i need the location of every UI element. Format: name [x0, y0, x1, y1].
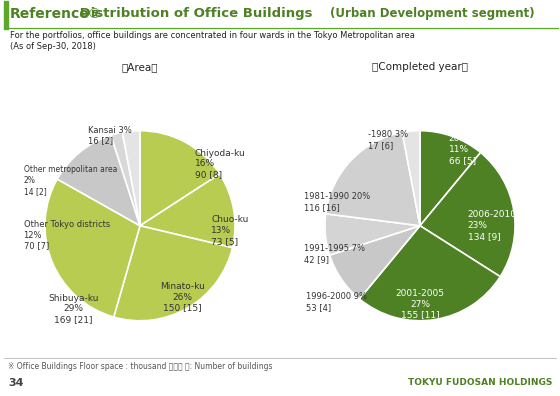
- Text: Reference⑤: Reference⑤: [10, 7, 101, 21]
- Wedge shape: [402, 131, 420, 226]
- Wedge shape: [114, 226, 232, 321]
- Wedge shape: [123, 131, 140, 226]
- Text: Other Tokyo districts
12%
70 [7]: Other Tokyo districts 12% 70 [7]: [24, 220, 110, 251]
- Wedge shape: [45, 179, 140, 317]
- Text: TOKYU FUDOSAN HOLDINGS: TOKYU FUDOSAN HOLDINGS: [408, 378, 552, 387]
- Text: Other metropolitan area
2%
14 [2]: Other metropolitan area 2% 14 [2]: [24, 165, 117, 196]
- Text: 〈Area〉: 〈Area〉: [122, 62, 158, 72]
- Text: 482thousand ㎡（83%）  49buildings: 482thousand ㎡（83%） 49buildings: [46, 96, 234, 106]
- Text: (As of Sep-30, 2018): (As of Sep-30, 2018): [10, 42, 96, 51]
- Bar: [4, 1, 7, 29]
- Wedge shape: [360, 226, 500, 321]
- Text: Metropolitan 4districts: Metropolitan 4districts: [77, 84, 203, 94]
- Wedge shape: [111, 132, 140, 226]
- Wedge shape: [140, 174, 235, 248]
- Text: Shibuya-ku
29%
169 [21]: Shibuya-ku 29% 169 [21]: [48, 293, 99, 324]
- Wedge shape: [325, 214, 420, 255]
- Wedge shape: [326, 132, 420, 226]
- Text: For the portfolios, office buildings are concentrated in four wards in the Tokyo: For the portfolios, office buildings are…: [10, 31, 415, 40]
- Text: 1991-1995 7%
42 [9]: 1991-1995 7% 42 [9]: [304, 244, 365, 264]
- Text: 1981-1990 20%
116 [16]: 1981-1990 20% 116 [16]: [304, 192, 370, 212]
- Text: Minato-ku
26%
150 [15]: Minato-ku 26% 150 [15]: [160, 282, 205, 312]
- Text: -1980 3%
17 [6]: -1980 3% 17 [6]: [368, 130, 408, 150]
- Text: 2001-2005
27%
155 [11]: 2001-2005 27% 155 [11]: [395, 289, 445, 320]
- Text: After 2001: After 2001: [391, 84, 449, 94]
- Wedge shape: [420, 131, 480, 226]
- Text: (Urban Development segment): (Urban Development segment): [330, 7, 535, 20]
- Text: Chiyoda-ku
16%
90 [8]: Chiyoda-ku 16% 90 [8]: [195, 148, 245, 179]
- Text: 1996-2000 9%
53 [4]: 1996-2000 9% 53 [4]: [306, 292, 367, 312]
- Wedge shape: [420, 152, 515, 277]
- Text: Chuo-ku
13%
73 [5]: Chuo-ku 13% 73 [5]: [211, 215, 249, 246]
- Wedge shape: [330, 226, 420, 299]
- Text: 2011-
11%
66 [5]: 2011- 11% 66 [5]: [449, 134, 475, 165]
- Wedge shape: [140, 131, 220, 226]
- Text: Distribution of Office Buildings: Distribution of Office Buildings: [75, 7, 317, 20]
- Wedge shape: [57, 135, 140, 226]
- Text: Kansai 3%
16 [2]: Kansai 3% 16 [2]: [88, 126, 132, 145]
- Text: 〈Completed year〉: 〈Completed year〉: [372, 62, 468, 72]
- Text: 34: 34: [8, 378, 24, 388]
- Text: 354thousand ㎡（61%）  25buildings: 354thousand ㎡（61%） 25buildings: [326, 96, 514, 106]
- Text: 2006-2010
23%
134 [9]: 2006-2010 23% 134 [9]: [468, 210, 516, 241]
- Text: ※ Office Buildings Floor space : thousand ㎡，【 】: Number of buildings: ※ Office Buildings Floor space : thousan…: [8, 362, 273, 371]
